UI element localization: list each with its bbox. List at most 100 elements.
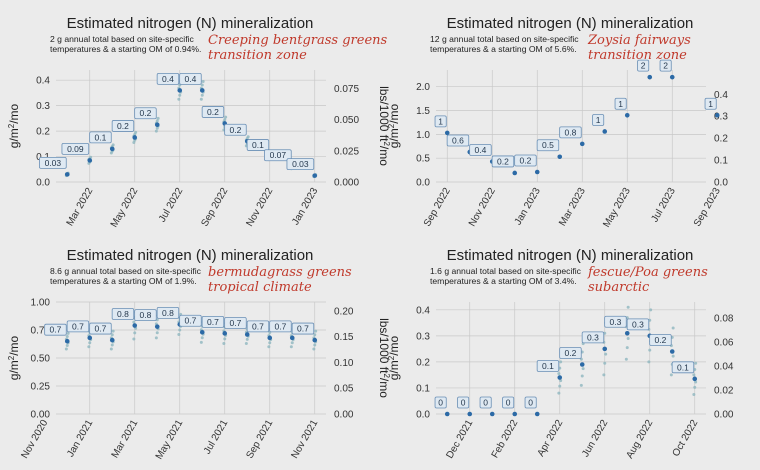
data-label-box: [434, 396, 447, 409]
data-label: 1: [596, 115, 601, 125]
data-label: 0.2: [140, 108, 152, 118]
data-label-box: [134, 309, 157, 322]
sample-point: [625, 346, 629, 350]
sample-point: [604, 352, 608, 356]
y2-tick-label: 0.05: [334, 384, 354, 395]
sample-point: [626, 305, 630, 309]
x-tick-label: Dec 2021: [444, 418, 475, 461]
data-label: 0.2: [655, 335, 667, 345]
sample-point: [109, 347, 113, 351]
data-point: [109, 146, 115, 152]
sample-point: [580, 374, 584, 378]
data-label: 0.7: [185, 316, 197, 326]
sample-point: [649, 308, 653, 312]
data-point: [154, 324, 160, 329]
data-point: [579, 362, 585, 367]
data-label: 0.7: [50, 325, 62, 335]
y-tick-label: 0.50: [31, 354, 51, 365]
data-label: 0.3: [587, 332, 599, 342]
y2-tick-label: 0.2: [714, 134, 728, 145]
x-tick-label: Jun 2022: [580, 418, 610, 460]
sample-point: [87, 345, 91, 349]
data-point: [624, 330, 630, 336]
x-tick-label: Mar 2022: [65, 186, 96, 228]
data-label-box: [156, 72, 180, 85]
data-label: 0.7: [72, 321, 84, 331]
data-label-box: [559, 126, 582, 139]
data-label-box: [44, 323, 67, 336]
data-label-box: [291, 322, 315, 335]
sample-point: [671, 326, 675, 330]
sample-point: [65, 344, 69, 348]
data-point: [199, 88, 205, 93]
y-tick-label: 0.25: [31, 382, 51, 393]
y-tick-label: 0.4: [416, 305, 430, 316]
data-label: 0.1: [677, 362, 689, 372]
sample-point: [602, 373, 606, 377]
data-label: 0.2: [565, 348, 577, 358]
y2-axis-label: lbs/1000 ft2/mo: [377, 318, 392, 398]
data-label: 1: [438, 116, 443, 126]
y-tick-label: 1.5: [416, 106, 430, 117]
y2-tick-label: 0.4: [714, 90, 728, 101]
data-label: 0: [506, 398, 511, 408]
x-tick-label: Nov 2021: [289, 418, 320, 461]
y2-tick-label: 0.3: [714, 112, 728, 123]
sample-point: [154, 129, 158, 133]
data-label-box: [491, 155, 515, 168]
y-tick-label: 0.3: [416, 331, 430, 342]
data-label: 0.07: [270, 150, 287, 160]
data-label: 0.8: [565, 127, 577, 137]
y2-axis-label: lbs/1000 ft2/mo: [757, 318, 760, 398]
sample-point: [647, 360, 651, 364]
data-label: 0.4: [475, 145, 487, 155]
chart-subtitle-line: temperatures & a starting OM of 5.6%.: [430, 44, 577, 54]
x-tick-label: Oct 2022: [671, 418, 701, 459]
sample-point: [557, 372, 561, 376]
data-point: [512, 411, 518, 417]
data-label: 0: [461, 398, 466, 408]
data-point: [602, 346, 608, 352]
chart-title: Estimated nitrogen (N) mineralization: [67, 15, 314, 32]
chart-subtitle-line: temperatures & a starting OM of 0.94%.: [50, 44, 201, 54]
sample-point: [155, 331, 159, 335]
data-label-box: [224, 317, 247, 329]
x-tick-label: Sep 2021: [244, 418, 275, 461]
data-label: 0.2: [207, 107, 219, 117]
data-point: [109, 337, 115, 343]
data-label-box: [89, 322, 112, 335]
data-label-box: [536, 360, 560, 372]
y-tick-label: 0.2: [416, 357, 430, 368]
data-point: [312, 173, 318, 178]
data-point: [87, 335, 93, 341]
data-point: [467, 411, 473, 417]
sample-point: [559, 360, 563, 364]
y-tick-label: 1.00: [31, 298, 51, 309]
sample-point: [89, 155, 93, 159]
sample-point: [64, 347, 68, 351]
sample-point: [692, 373, 696, 377]
data-point: [602, 129, 608, 134]
chart-subtitle-line: 12 g annual total based on site-specific: [430, 34, 579, 44]
data-label-box: [66, 320, 90, 333]
data-point: [64, 338, 70, 344]
sample-point: [694, 361, 698, 365]
data-label: 0.6: [452, 135, 464, 145]
data-label-box: [246, 139, 270, 151]
data-label: 0.1: [542, 361, 554, 371]
data-label-box: [592, 114, 605, 126]
chart-panel-3: Estimated nitrogen (N) mineralization 8.6…: [7, 247, 392, 462]
sample-point: [581, 367, 585, 371]
y2-tick-label: 0.00: [714, 410, 734, 421]
data-point: [557, 375, 563, 380]
chart-title: Estimated nitrogen (N) mineralization: [67, 247, 314, 264]
y2-tick-label: 0.06: [714, 338, 734, 349]
handwritten-annotation: transition zone: [588, 48, 687, 63]
x-tick-label: Sep 2022: [422, 186, 453, 229]
data-label: 1: [618, 99, 623, 109]
sample-point: [177, 332, 181, 336]
sample-point: [223, 118, 227, 122]
data-point: [669, 349, 675, 354]
data-point: [512, 170, 518, 176]
sample-point: [88, 341, 92, 345]
